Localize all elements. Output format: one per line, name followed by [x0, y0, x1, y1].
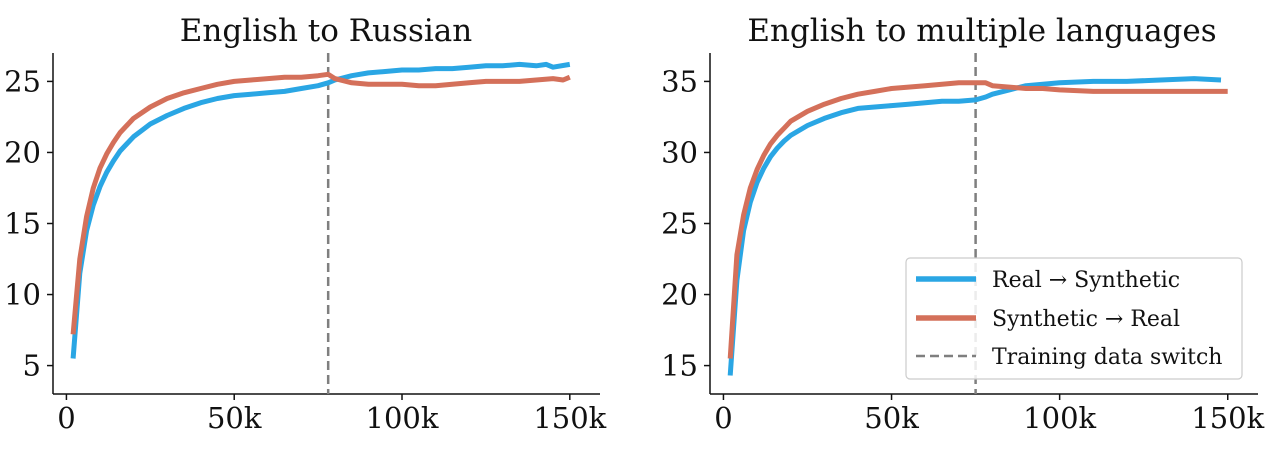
x-tick-label: 50k: [864, 401, 919, 435]
legend-item-synthetic-to-real: Synthetic → Real: [916, 307, 1180, 332]
legend-label-training-data-switch: Training data switch: [992, 345, 1222, 370]
y-tick-label: 20: [661, 278, 698, 312]
y-tick-label: 20: [4, 135, 41, 169]
chart-english-to-russian: English to Russian 5 10 15 20 25 0 50k 100k 150…: [4, 13, 607, 435]
x-tick-label: 100k: [366, 401, 439, 435]
series-line-synthetic-to-real: [727, 80, 1228, 359]
y-tick-label: 25: [4, 64, 41, 98]
legend-item-real-to-synthetic: Real → Synthetic: [916, 268, 1180, 293]
series-line-real-to-synthetic: [70, 61, 571, 359]
chart-title: English to Russian: [180, 13, 472, 49]
y-tick-label: 25: [661, 207, 698, 241]
x-tick-label: 50k: [207, 401, 262, 435]
x-tick-label: 0: [57, 401, 75, 435]
x-tick-label: 0: [714, 401, 732, 435]
y-tick-label: 15: [4, 207, 41, 241]
x-tick-label: 150k: [533, 401, 606, 435]
legend-box: [905, 257, 1243, 380]
chart-english-to-multiple-languages: English to multiple languages 15 20 25 30 35…: [661, 13, 1265, 435]
legend-label-synthetic-to-real: Synthetic → Real: [992, 307, 1180, 332]
legend-item-training-data-switch: Training data switch: [916, 345, 1222, 370]
y-tick-label: 15: [661, 349, 698, 383]
legend-label-real-to-synthetic: Real → Synthetic: [992, 268, 1180, 293]
x-tick-label: 100k: [1023, 401, 1096, 435]
y-tick-label: 30: [661, 135, 698, 169]
chart-title: English to multiple languages: [747, 13, 1216, 49]
legend: Real → Synthetic Synthetic → Real Traini…: [905, 257, 1243, 380]
y-tick-label: 10: [4, 278, 41, 312]
series-line-real-to-synthetic: [727, 76, 1222, 376]
y-tick-label: 5: [23, 349, 41, 383]
x-tick-label: 150k: [1191, 401, 1264, 435]
series-line-synthetic-to-real: [70, 71, 571, 335]
y-tick-label: 35: [661, 64, 698, 98]
